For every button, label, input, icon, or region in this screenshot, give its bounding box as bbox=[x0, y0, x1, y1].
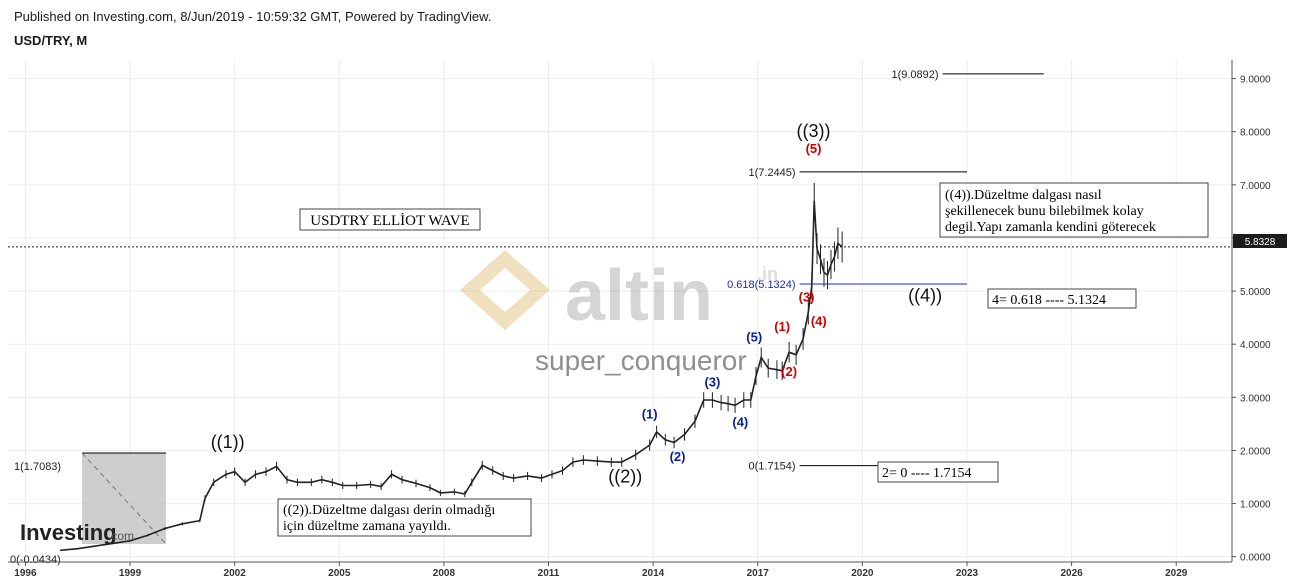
title-box bbox=[299, 208, 481, 231]
y-axis: 0.00001.00002.00003.00004.00005.00006.00… bbox=[1232, 75, 1271, 564]
brand-suffix: .in bbox=[757, 264, 778, 284]
wave2-note-line-1: ((2)).Düzeltme dalgası derin olmadığı bbox=[283, 503, 495, 518]
x-tick-label: 2014 bbox=[642, 568, 665, 579]
last-price-value: 5.8328 bbox=[1245, 237, 1276, 248]
wave-red-label: (1) bbox=[774, 319, 790, 334]
brand-text: altin bbox=[565, 256, 713, 336]
wave-blue-label: (5) bbox=[746, 330, 762, 345]
symbol-label: USD/TRY, M bbox=[14, 33, 88, 48]
wave-red-label: (4) bbox=[811, 314, 827, 329]
last-price-tag bbox=[1233, 234, 1287, 248]
y-tick-label: 4.0000 bbox=[1240, 340, 1271, 351]
fib2-text: 2= 0 ---- 1.7154 bbox=[882, 466, 972, 481]
x-tick-label: 2005 bbox=[328, 568, 351, 579]
fib-level-label: 1(7.2445) bbox=[748, 167, 795, 179]
wave-blue-label: (1) bbox=[642, 407, 658, 422]
y-tick-label: 7.0000 bbox=[1240, 181, 1271, 192]
wave-blue-label: (4) bbox=[732, 415, 748, 430]
wave-blue-label: (2) bbox=[670, 449, 686, 464]
wave-red-label: (3) bbox=[799, 290, 815, 305]
wave-main-label: ((3)) bbox=[797, 121, 831, 141]
x-tick-label: 1999 bbox=[119, 568, 142, 579]
x-tick-label: 2026 bbox=[1060, 568, 1083, 579]
investing-logo-suffix: .com bbox=[108, 529, 134, 543]
x-tick-label: 2002 bbox=[224, 568, 247, 579]
wave4-note-line-1: ((4)).Düzeltme dalgası nasıl bbox=[945, 188, 1102, 203]
fib-level-label: 1(1.7083) bbox=[14, 461, 61, 473]
x-axis: 1996 1999 2002 2005 2008 2011 2014 2017 2020 2023… bbox=[14, 562, 1188, 579]
wave-main-label: ((2)) bbox=[608, 466, 642, 486]
x-tick-label: 2008 bbox=[433, 568, 456, 579]
x-tick-label: 2011 bbox=[538, 568, 560, 579]
x-tick-label: 2023 bbox=[956, 568, 979, 579]
wave2-note-line-2: için düzeltme zamana yayıldı. bbox=[283, 519, 451, 534]
wave4-note-box bbox=[939, 182, 1209, 238]
y-tick-label: 9.0000 bbox=[1240, 75, 1271, 86]
wave2-note-box bbox=[277, 498, 532, 537]
fib-level-label: 0(1.7154) bbox=[748, 461, 795, 473]
y-tick-label: 8.0000 bbox=[1240, 128, 1271, 139]
fib2-box bbox=[877, 461, 999, 483]
y-tick-label: 2.0000 bbox=[1240, 446, 1271, 457]
fib-level-label: 1(9.0892) bbox=[891, 69, 938, 81]
y-tick-label: 5.0000 bbox=[1240, 287, 1271, 298]
altin-watermark: altin .in bbox=[460, 250, 778, 336]
wave-main-label: ((1)) bbox=[211, 432, 245, 452]
author-watermark: super_conqueror bbox=[535, 345, 747, 376]
wave-blue-label: (3) bbox=[704, 375, 720, 390]
y-tick-label: 3.0000 bbox=[1240, 393, 1271, 404]
wave-red-label: (2) bbox=[781, 364, 797, 379]
plot-area bbox=[8, 182, 1232, 552]
fib4-box bbox=[987, 288, 1137, 309]
chart-title: USDTRY ELLİOT WAVE bbox=[310, 213, 469, 229]
fib-level-label: 0.618(5.1324) bbox=[727, 279, 796, 291]
wave4-note-line-3: degil.Yapı zamanla kendini göterecek bbox=[945, 220, 1156, 235]
x-tick-label: 2020 bbox=[851, 568, 874, 579]
x-tick-label: 1996 bbox=[14, 568, 37, 579]
publish-info: Published on Investing.com, 8/Jun/2019 -… bbox=[14, 9, 492, 24]
investing-logo: Investing bbox=[20, 520, 117, 545]
x-tick-label: 2017 bbox=[747, 568, 770, 579]
wave4-note-line-2: şekillenecek bunu bilebilmek kolay bbox=[945, 204, 1144, 219]
fib4-text: 4= 0.618 ---- 5.1324 bbox=[992, 293, 1106, 308]
price-series-line bbox=[60, 200, 843, 552]
chart-overlays: 1(9.0892) 1(7.2445) 0.618(5.1324) 0(1.7154)… bbox=[10, 69, 1044, 566]
x-tick-label: 2029 bbox=[1165, 568, 1188, 579]
wave-main-label: ((4)) bbox=[908, 286, 942, 306]
y-tick-label: 0.0000 bbox=[1240, 553, 1271, 564]
fib-level-label: 0(-0.0434) bbox=[10, 554, 61, 566]
y-tick-label: 1.0000 bbox=[1240, 500, 1271, 511]
wave-red-label: (5) bbox=[806, 141, 822, 156]
